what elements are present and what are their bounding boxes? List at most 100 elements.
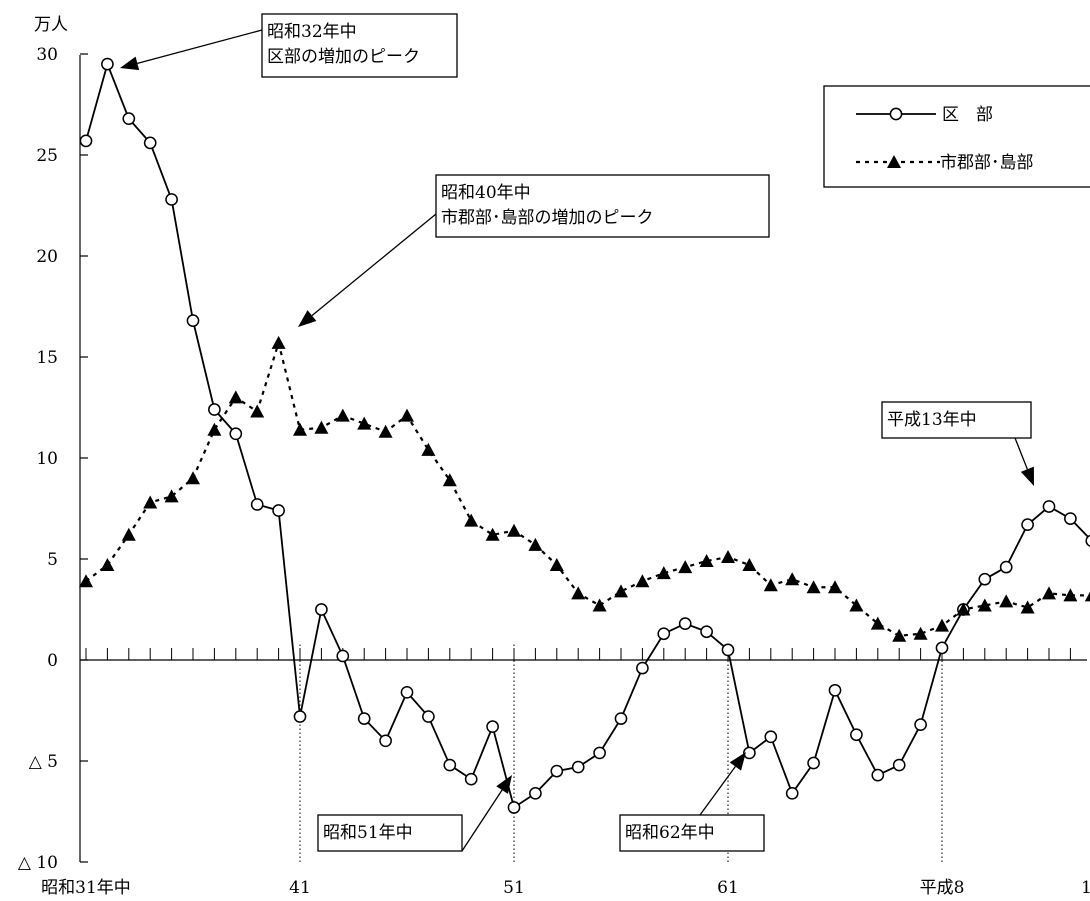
data-point: [635, 574, 650, 588]
x-tick-label: 41: [289, 878, 311, 898]
y-tick-label: 25: [36, 146, 58, 166]
annotation-box: [435, 174, 770, 238]
data-point: [485, 527, 500, 541]
data-point: [228, 390, 243, 404]
data-point: [79, 134, 93, 148]
annotation-arrowhead: [1020, 466, 1034, 486]
data-point: [999, 560, 1013, 574]
data-point: [571, 760, 585, 774]
data-point: [743, 746, 756, 760]
data-point: [79, 574, 93, 588]
x-tick-label: 15: [1081, 878, 1090, 898]
data-point: [100, 558, 115, 572]
data-point: [122, 112, 136, 125]
data-point: [421, 442, 436, 456]
data-point: [1084, 591, 1090, 602]
data-point: [871, 768, 885, 782]
annotation-text: 区部の増加のピーク: [267, 47, 420, 67]
data-point: [486, 720, 499, 734]
annotation-arrow-line: [311, 213, 437, 317]
data-point: [121, 527, 136, 541]
annotation-arrowhead: [298, 310, 317, 327]
legend-marker-ku-bu: [889, 107, 903, 121]
data-point: [956, 602, 971, 616]
annotation-arrow-line: [1014, 437, 1028, 470]
data-point: [549, 558, 564, 572]
data-point: [870, 616, 885, 630]
data-point: [1021, 518, 1034, 532]
annotation-text: 昭和32年中: [267, 22, 357, 42]
data-point: [207, 422, 222, 436]
data-point: [229, 427, 243, 441]
annotation-arrow-line: [137, 29, 263, 64]
x-tick-label: 61: [717, 878, 739, 898]
legend-box: [823, 85, 1090, 188]
data-point: [678, 617, 692, 630]
data-point: [656, 566, 671, 580]
data-point: [550, 764, 564, 778]
data-point: [807, 756, 820, 770]
data-point: [314, 420, 329, 434]
annotation-arrowhead: [120, 56, 140, 71]
data-point: [1063, 588, 1078, 602]
data-point: [357, 416, 372, 430]
data-point: [335, 408, 350, 422]
data-point: [464, 772, 478, 786]
data-point: [571, 586, 586, 600]
data-point: [271, 335, 286, 349]
y-tick-label: 20: [36, 247, 58, 267]
data-point: [721, 549, 735, 563]
data-point: [507, 801, 521, 814]
data-point: [935, 618, 949, 632]
y-tick-label: △ 5: [29, 752, 58, 772]
data-point: [378, 424, 393, 438]
data-point: [657, 627, 671, 641]
annotation-heisei13: 平成13年中: [881, 401, 1034, 486]
data-point: [999, 594, 1014, 608]
annotation-arrow-line: [699, 766, 736, 816]
data-point: [528, 537, 543, 551]
annotation-text: 市郡部･島部の増加のピーク: [441, 208, 654, 228]
annotation-showa62: 昭和62年中: [619, 752, 765, 852]
annotation-box: [317, 814, 463, 852]
data-point: [379, 734, 392, 748]
data-point: [272, 504, 285, 517]
data-point: [699, 554, 714, 568]
series-shigun-tobu: [79, 335, 1090, 642]
data-point: [700, 625, 713, 639]
x-tick-label: 平成8: [920, 878, 965, 898]
annotation-box: [881, 401, 1032, 439]
data-point: [1042, 586, 1056, 600]
data-point: [164, 489, 179, 503]
data-point: [764, 730, 778, 744]
data-point: [250, 404, 265, 418]
data-point: [208, 403, 221, 416]
data-point: [315, 603, 328, 616]
data-point: [293, 422, 307, 436]
data-point: [400, 685, 414, 699]
y-tick-label: 5: [47, 550, 58, 570]
data-point: [614, 584, 628, 598]
annotations: 昭和32年中区部の増加のピーク昭和40年中市郡部･島部の増加のピーク平成13年中…: [120, 13, 1034, 852]
data-point: [636, 661, 649, 675]
data-point: [336, 649, 350, 663]
data-point: [849, 598, 864, 612]
data-point: [507, 523, 521, 537]
data-point: [978, 572, 992, 586]
y-tick-label: 30: [36, 45, 58, 65]
data-point: [785, 786, 799, 800]
data-point: [186, 314, 200, 327]
y-tick-label: 10: [36, 449, 58, 469]
annotation-text: 平成13年中: [887, 410, 977, 430]
annotation-arrowhead: [729, 752, 746, 771]
y-axis-unit-label: 万人: [34, 15, 68, 35]
annotation-box: [619, 814, 765, 852]
data-point: [250, 498, 264, 511]
data-point: [143, 136, 157, 150]
data-point: [742, 558, 757, 572]
data-point: [914, 718, 927, 731]
